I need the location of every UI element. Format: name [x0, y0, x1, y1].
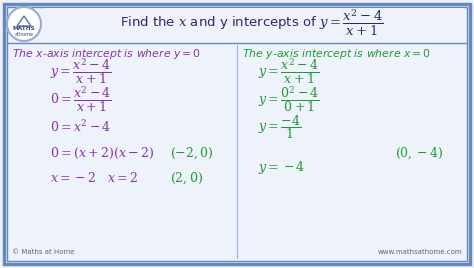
Text: www.mathsathome.com: www.mathsathome.com: [377, 249, 462, 255]
Text: © Maths at Home: © Maths at Home: [12, 249, 74, 255]
FancyBboxPatch shape: [4, 4, 470, 264]
Text: $0 = (x+2)(x-2)$: $0 = (x+2)(x-2)$: [50, 146, 154, 161]
Circle shape: [7, 7, 41, 41]
Text: $(-2,0)$: $(-2,0)$: [170, 145, 214, 161]
Text: $0 = \dfrac{x^2-4}{x+1}$: $0 = \dfrac{x^2-4}{x+1}$: [50, 84, 112, 114]
FancyBboxPatch shape: [44, 8, 464, 40]
Text: Find the $x$ and y intercepts of $y = \dfrac{x^2-4}{x+1}$: Find the $x$ and y intercepts of $y = \d…: [120, 8, 384, 38]
Text: athome: athome: [15, 32, 34, 36]
Text: $(2,0)$: $(2,0)$: [170, 170, 203, 186]
Text: $(0,-4)$: $(0,-4)$: [395, 145, 443, 161]
Text: $y = \dfrac{x^2-4}{x+1}$: $y = \dfrac{x^2-4}{x+1}$: [50, 56, 111, 86]
Text: The $x$-axis intercept is where $y = 0$: The $x$-axis intercept is where $y = 0$: [12, 47, 201, 61]
Text: $y = \dfrac{0^2-4}{0+1}$: $y = \dfrac{0^2-4}{0+1}$: [258, 84, 320, 114]
Text: $0 = x^2-4$: $0 = x^2-4$: [50, 119, 111, 135]
Text: MATHS: MATHS: [13, 27, 36, 32]
Text: The $y$-axis intercept is where $x = 0$: The $y$-axis intercept is where $x = 0$: [242, 47, 431, 61]
Text: $y = \dfrac{x^2-4}{x+1}$: $y = \dfrac{x^2-4}{x+1}$: [258, 56, 319, 86]
Text: $x = -2 \quad x = 2$: $x = -2 \quad x = 2$: [50, 171, 138, 185]
Text: $y = \dfrac{-4}{1}$: $y = \dfrac{-4}{1}$: [258, 113, 301, 141]
Text: $y = -4$: $y = -4$: [258, 159, 305, 177]
